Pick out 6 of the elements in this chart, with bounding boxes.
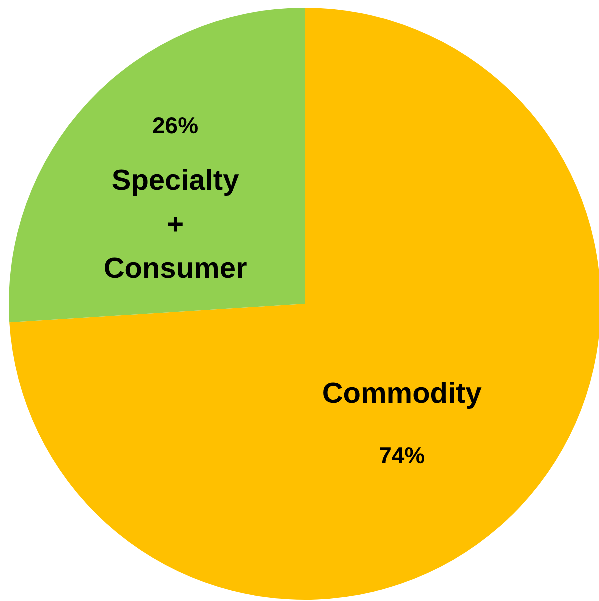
data-label: 26% (152, 112, 199, 139)
pie-slice (10, 8, 599, 600)
slice-label: Specialty + Consumer (104, 165, 248, 286)
slice-label: Commodity (322, 378, 482, 410)
data-label: 74% (379, 442, 426, 468)
pie-slice (10, 8, 305, 323)
